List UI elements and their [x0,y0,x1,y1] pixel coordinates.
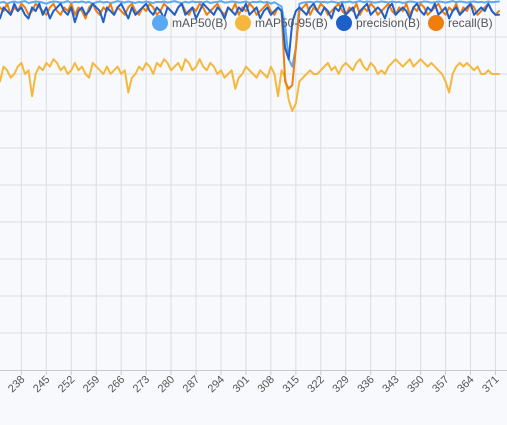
series-line-map50-95-b [0,58,500,112]
legend-swatch [152,15,168,31]
legend-swatch [336,15,352,31]
legend: mAP50(B) mAP50-95(B) precision(B) recall(B) [152,15,493,31]
legend-swatch [235,15,251,31]
legend-label: recall(B) [448,16,493,30]
grid [0,0,507,371]
legend-label: mAP50-95(B) [255,16,328,30]
series-line-precision-b [0,2,500,61]
series-group [0,0,500,112]
legend-label: precision(B) [356,16,420,30]
legend-swatch [428,15,444,31]
series-line-recall-b [0,2,500,90]
legend-label: mAP50(B) [172,16,227,30]
